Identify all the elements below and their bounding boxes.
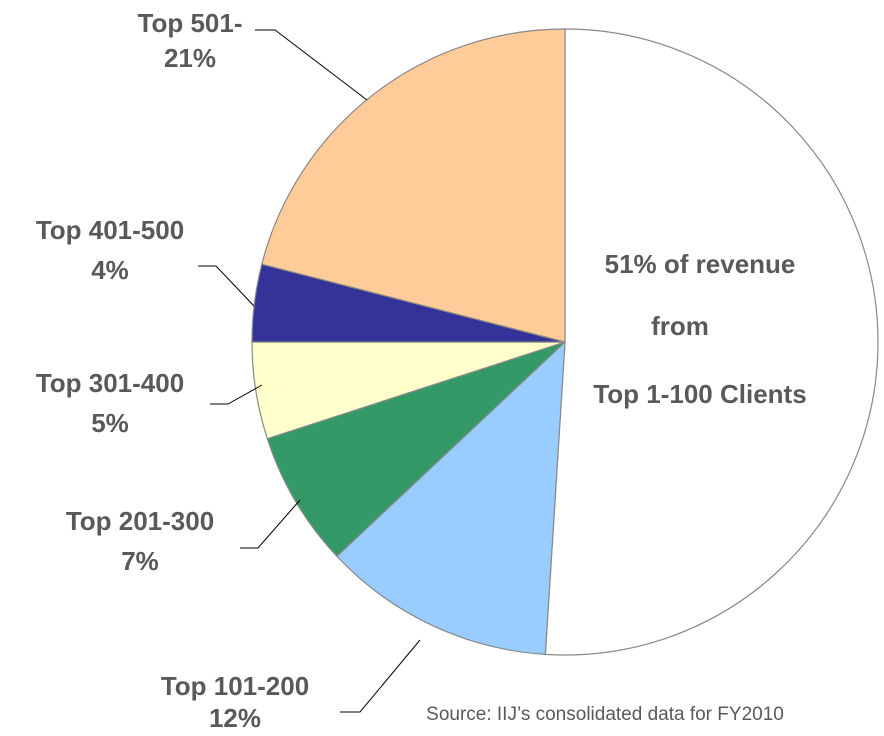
value-label: 21%	[164, 43, 216, 73]
source: Source: IIJ’s consolidated data for FY20…	[426, 704, 784, 725]
category-label: Top 501-	[138, 8, 243, 38]
category-label: Top 201-300	[66, 506, 214, 536]
leader-line	[240, 499, 301, 549]
leader-line	[210, 384, 263, 405]
leader-line	[255, 29, 368, 101]
category-label: Top 301-400	[36, 368, 184, 398]
pie-slice	[544, 28, 879, 656]
category-label: Top 401-500	[36, 215, 184, 245]
value-label: 7%	[121, 546, 159, 576]
category-label: Top 101-200	[161, 671, 309, 701]
leader-line	[198, 265, 255, 307]
inner-category-label: Top 1-100 Clients	[593, 379, 806, 409]
inner-value-label: 51% of revenue	[605, 249, 796, 279]
annotation: from	[651, 311, 709, 341]
pie-slice	[266, 341, 566, 558]
leader-line	[340, 639, 421, 713]
pie-slice	[335, 340, 566, 656]
value-label: 5%	[91, 408, 129, 438]
value-label: 4%	[91, 255, 129, 285]
value-label: 12%	[209, 703, 261, 733]
pie-slice	[261, 28, 566, 343]
